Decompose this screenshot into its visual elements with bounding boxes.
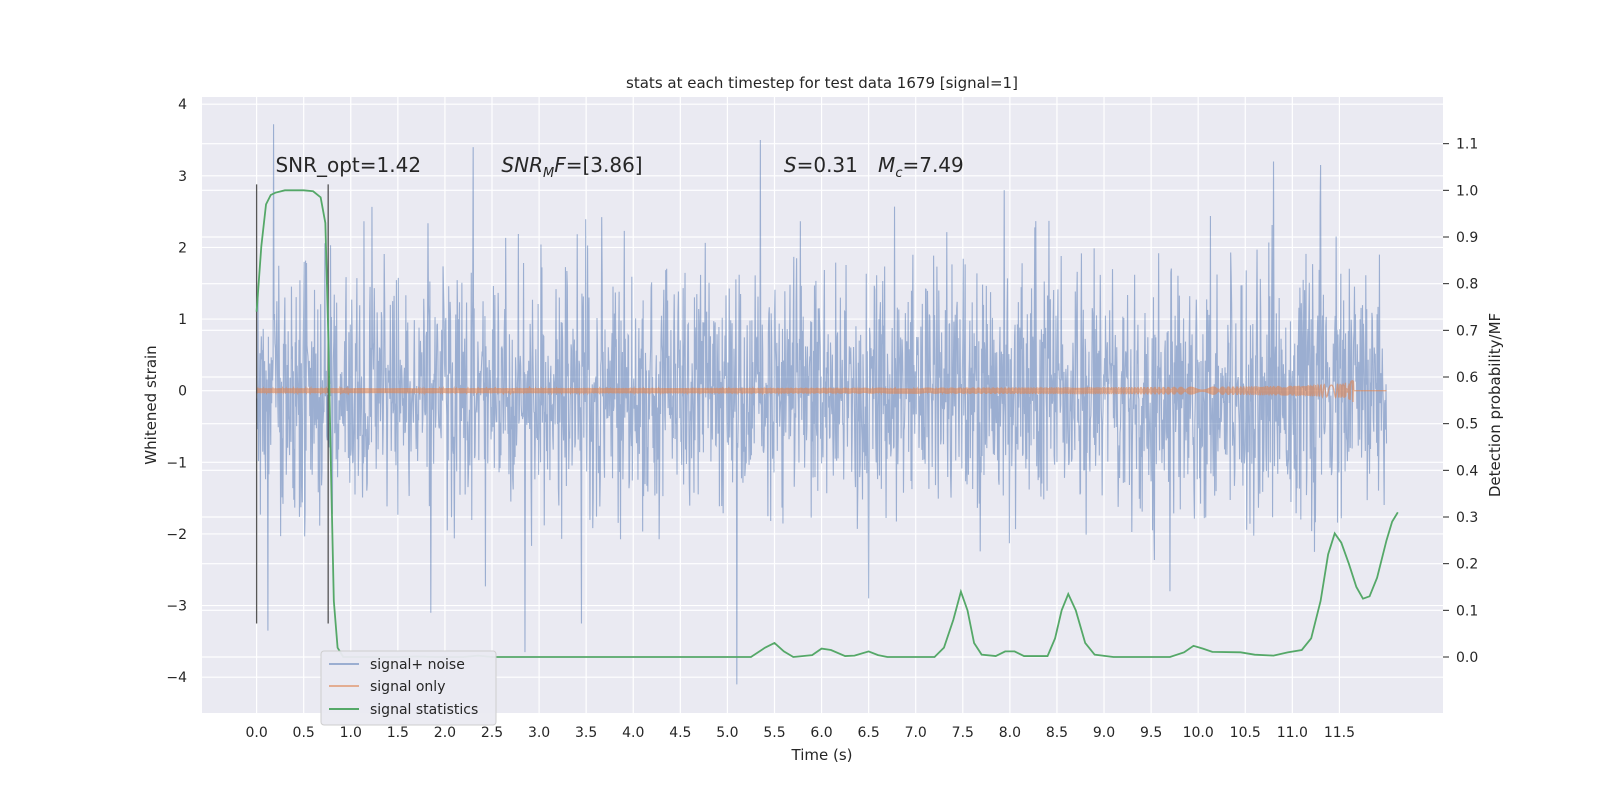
signal-statistics-line xyxy=(255,189,1399,658)
y2-tick-label: 0.5 xyxy=(1456,417,1478,433)
y2-axis-ticks: 0.0 0.1 0.2 0.3 0.4 0.5 0.6 0.7 0.8 0.9 1.0 1.1 xyxy=(1443,137,1478,666)
x-tick-label: 4.0 xyxy=(622,725,644,741)
x-tick-label: 10.5 xyxy=(1230,725,1261,741)
y2-tick-label: 0.9 xyxy=(1456,230,1478,246)
x-axis-title: Time (s) xyxy=(791,746,853,764)
annotations: SNR_opt=1.42 SNRMF=[3.86] S=0.31 Mc=7.49 xyxy=(275,153,963,181)
legend-box xyxy=(320,650,497,726)
annotation-0: SNR_opt=1.42 xyxy=(275,153,421,177)
y2-tick-label: 0.3 xyxy=(1456,510,1478,526)
x-tick-label: 7.5 xyxy=(952,725,974,741)
chart-title: stats at each timestep for test data 167… xyxy=(626,74,1018,92)
y2-tick-label: 1.1 xyxy=(1456,137,1478,153)
y2-tick-label: 0.1 xyxy=(1456,603,1478,619)
y-tick-label: 1 xyxy=(178,312,187,328)
annotation-3: Mc=7.49 xyxy=(878,153,964,181)
y2-tick-label: 0.7 xyxy=(1456,323,1478,339)
x-tick-label: 11.5 xyxy=(1324,725,1355,741)
x-tick-label: 3.5 xyxy=(575,725,597,741)
y2-tick-label: 1.0 xyxy=(1456,183,1478,199)
x-tick-label: 0.5 xyxy=(293,725,315,741)
signal-noise-line xyxy=(256,124,1388,685)
y2-tick-label: 0.4 xyxy=(1456,463,1478,479)
legend-label-signal-only: signal only xyxy=(370,679,445,695)
x-tick-label: 4.5 xyxy=(669,725,691,741)
y2-axis-title: Detection probability/MF xyxy=(1486,313,1504,497)
x-axis-ticks: 0.0 0.5 1.0 1.5 2.0 2.5 3.0 3.5 4.0 4.5 5.0 5.5 6.0 6… xyxy=(245,725,1355,741)
y-tick-label: −2 xyxy=(166,527,187,543)
x-tick-label: 1.0 xyxy=(340,725,362,741)
vertical-markers xyxy=(255,184,329,624)
y2-tick-label: 0.6 xyxy=(1456,370,1478,386)
y-tick-label: 4 xyxy=(178,97,187,113)
legend-label-signal-noise: signal+ noise xyxy=(370,657,465,673)
y-tick-label: −1 xyxy=(166,455,187,471)
series-signal-noise xyxy=(256,124,1388,685)
y2-tick-label: 0.2 xyxy=(1456,557,1478,573)
y-tick-label: 2 xyxy=(178,240,187,256)
y-tick-label: −3 xyxy=(166,599,187,615)
x-tick-label: 5.0 xyxy=(716,725,738,741)
y-tick-label: 3 xyxy=(178,169,187,185)
series-signal-statistics xyxy=(255,189,1399,658)
annotation-2: S=0.31 xyxy=(784,153,858,177)
x-tick-label: 10.0 xyxy=(1183,725,1214,741)
y-tick-label: −4 xyxy=(166,670,187,686)
x-tick-label: 7.0 xyxy=(905,725,927,741)
series-signal-only xyxy=(256,379,1387,402)
x-tick-label: 0.0 xyxy=(245,725,267,741)
y2-tick-label: 0.8 xyxy=(1456,277,1478,293)
annotation-1: SNRMF=[3.86] xyxy=(501,153,642,181)
x-tick-label: 2.5 xyxy=(481,725,503,741)
x-tick-label: 6.5 xyxy=(858,725,880,741)
y-tick-label: 0 xyxy=(178,384,187,400)
x-tick-label: 9.5 xyxy=(1140,725,1162,741)
x-tick-label: 5.5 xyxy=(763,725,785,741)
y2-tick-label: 0.0 xyxy=(1456,650,1478,666)
signal-only-line xyxy=(256,379,1387,402)
x-tick-label: 8.0 xyxy=(999,725,1021,741)
x-tick-label: 2.0 xyxy=(434,725,456,741)
x-tick-label: 8.5 xyxy=(1046,725,1068,741)
y-axis-ticks: −4 −3 −2 −1 0 1 2 3 4 xyxy=(166,97,187,686)
x-tick-label: 6.0 xyxy=(810,725,832,741)
legend-label-signal-statistics: signal statistics xyxy=(370,702,478,718)
x-tick-label: 11.0 xyxy=(1277,725,1308,741)
x-tick-label: 3.0 xyxy=(528,725,550,741)
legend: signal+ noise signal only signal statist… xyxy=(320,650,497,726)
x-tick-label: 9.0 xyxy=(1093,725,1115,741)
x-tick-label: 1.5 xyxy=(387,725,409,741)
y-axis-title: Whitened strain xyxy=(142,345,160,464)
